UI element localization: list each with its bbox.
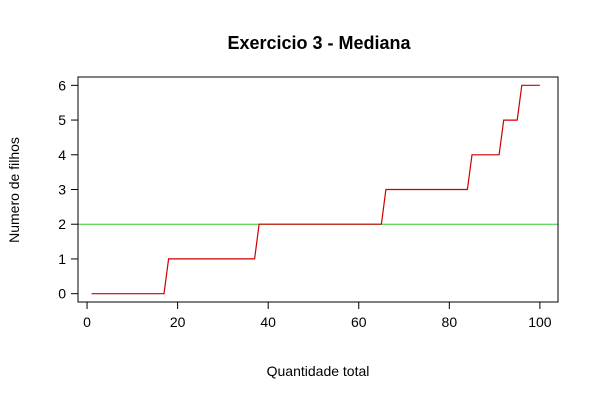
plot-area (78, 84, 558, 295)
y-axis: 0 1 2 3 4 5 6 (58, 77, 79, 302)
y-tick-label: 3 (58, 182, 66, 198)
x-tick-label: 20 (170, 314, 186, 330)
plot-frame (77, 76, 559, 303)
y-tick-label: 2 (58, 216, 66, 232)
series-line (91, 84, 540, 295)
y-tick-label: 6 (58, 77, 66, 93)
x-tick-label: 40 (260, 314, 276, 330)
chart-title: Exercicio 3 - Mediana (227, 33, 411, 53)
x-axis-label: Quantidade total (267, 363, 370, 379)
y-tick-label: 0 (58, 286, 66, 302)
y-tick-label: 5 (58, 112, 66, 128)
y-tick-label: 1 (58, 251, 66, 267)
y-tick-label: 4 (58, 147, 66, 163)
x-tick-label: 80 (442, 314, 458, 330)
x-axis: 0 20 40 60 80 100 (83, 301, 552, 330)
x-tick-label: 0 (83, 314, 91, 330)
x-tick-label: 60 (351, 314, 367, 330)
x-tick-label: 100 (528, 314, 552, 330)
y-axis-label: Numero de filhos (6, 137, 22, 243)
